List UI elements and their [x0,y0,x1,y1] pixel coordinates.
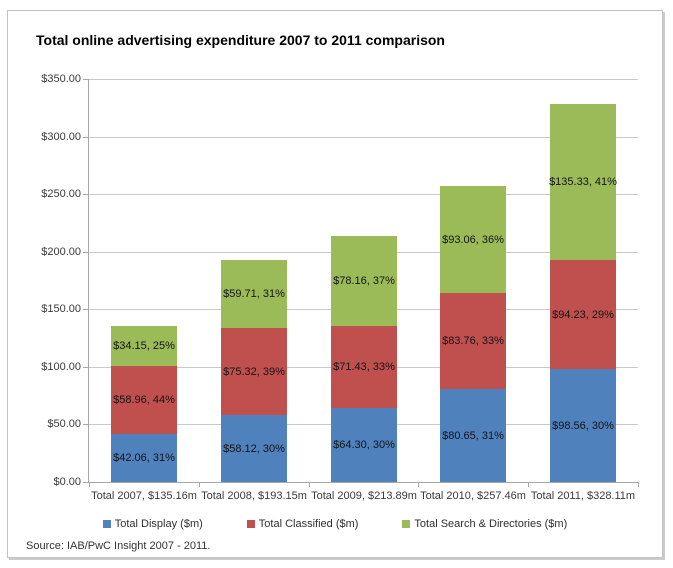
bar-segment: $42.06, 31% [111,434,177,482]
chart-frame: Total online advertising expenditure 200… [7,10,663,558]
bar-segment-label: $80.65, 31% [442,429,504,442]
y-axis-tick [83,194,89,195]
x-axis-tick [199,482,200,487]
bar-segment-label: $59.71, 31% [223,288,285,300]
x-axis-tick [418,482,419,487]
gridline [89,194,638,195]
bar-segment: $58.12, 30% [221,415,287,482]
x-axis-label: Total 2011, $328.11m [530,490,636,502]
bar-segment-label: $78.16, 37% [333,275,395,287]
bar-segment-label: $75.32, 39% [223,365,285,378]
chart-title: Total online advertising expenditure 200… [36,32,445,48]
y-axis-label: $300.00 [41,131,81,143]
legend: Total Display ($m) Total Classified ($m) T… [8,516,662,532]
bar-segment-label: $135.33, 41% [549,176,617,188]
y-axis-tick [83,482,89,483]
legend-swatch-icon [102,520,111,528]
y-axis-tick [83,137,89,138]
bar-segment-label: $34.15, 25% [113,340,175,352]
legend-label: Total Display ($m) [114,518,203,530]
bar-segment: $98.56, 30% [550,369,616,482]
bar-segment-label: $71.43, 33% [333,361,395,373]
y-axis-label: $200.00 [41,246,81,258]
x-axis-tick [528,482,529,487]
legend-item: Total Classified ($m) [246,518,359,530]
bar-segment: $64.30, 30% [331,408,397,482]
source-note: Source: IAB/PwC Insight 2007 - 2011. [26,540,211,552]
bar-segment-label: $58.96, 44% [113,394,175,406]
bar-segment: $71.43, 33% [331,326,397,408]
legend-label: Total Classified ($m) [258,518,359,530]
y-axis-label: $150.00 [41,303,81,315]
y-axis-label: $50.00 [47,418,81,430]
bar-segment: $34.15, 25% [111,326,177,366]
y-axis-tick [83,309,89,310]
bar-segment: $93.06, 36% [440,186,506,293]
bar-segment: $83.76, 33% [440,293,506,389]
bar-segment: $94.23, 29% [550,260,616,369]
y-axis-tick [83,252,89,253]
bar-segment: $58.96, 44% [111,366,177,434]
bar-segment: $75.32, 39% [221,328,287,415]
gridline [89,79,638,80]
plot-area: $0.00 $50.00 $100.00 $150.00 $200.00 $250.00 $… [41,73,639,502]
x-axis-label: Total 2008, $193.15m [201,490,307,502]
bar-segment-label: $93.06, 36% [442,233,504,246]
x-axis-label: Total 2007, $135.16m [91,490,197,502]
y-axis-label: $100.00 [41,361,81,373]
x-axis-label: Total 2010, $257.46m [420,490,526,502]
bar-segment: $135.33, 41% [549,104,617,260]
bar-segment-label: $58.12, 30% [223,442,285,455]
bar-segment-label: $42.06, 31% [113,452,175,464]
y-axis-label: $350.00 [41,73,81,85]
y-axis-tick [83,79,89,80]
bar-segment: $59.71, 31% [221,260,287,328]
bar-segment-label: $94.23, 29% [552,308,614,321]
y-axis-tick [83,424,89,425]
x-axis-tick [89,482,90,487]
legend-swatch-icon [402,520,411,528]
x-axis-tick [638,482,639,487]
bar-segment: $80.65, 31% [440,389,506,482]
legend-item: Total Search & Directories ($m) [402,518,567,530]
bar-segment: $78.16, 37% [331,236,397,326]
y-axis-label: $250.00 [41,188,81,200]
y-axis-tick [83,367,89,368]
legend-label: Total Search & Directories ($m) [414,518,568,530]
x-axis-tick [309,482,310,487]
bar-segment-label: $83.76, 33% [442,335,504,347]
y-axis-label: $0.00 [53,476,81,488]
bar-segment-label: $98.56, 30% [552,419,614,432]
gridline [89,137,638,138]
x-axis-label: Total 2009, $213.89m [311,490,417,502]
legend-swatch-icon [246,520,255,528]
legend-item: Total Display ($m) [102,518,203,530]
bar-segment-label: $64.30, 30% [333,439,395,451]
